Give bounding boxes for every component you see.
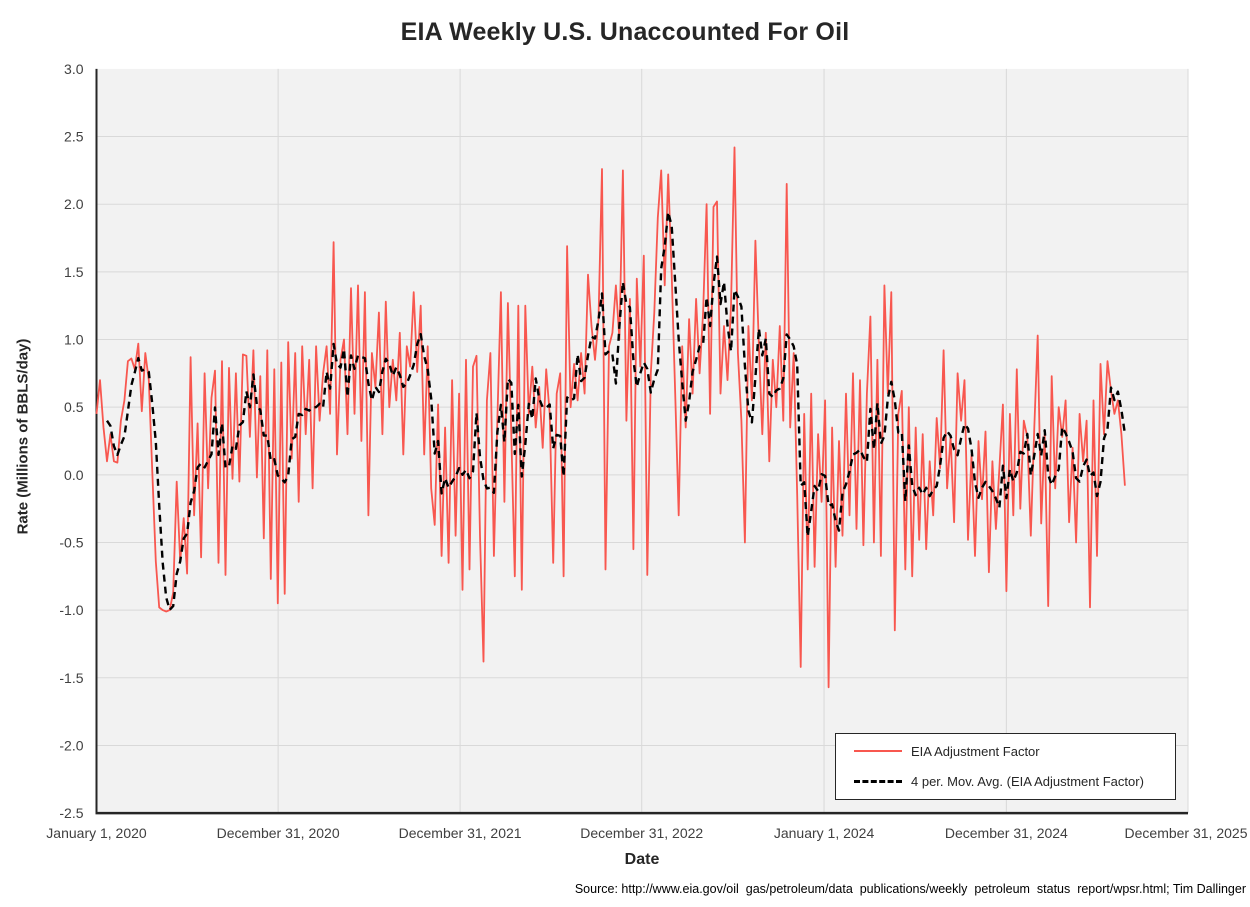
legend-label: EIA Adjustment Factor	[911, 743, 1040, 759]
x-tick-label: January 1, 2020	[46, 825, 147, 841]
y-tick-label: 1.5	[64, 264, 84, 280]
y-tick-label: 0.0	[64, 467, 84, 483]
y-tick-label: -1.0	[59, 602, 83, 618]
legend-label: 4 per. Mov. Avg. (EIA Adjustment Factor)	[911, 774, 1144, 790]
y-tick-label: 1.0	[64, 332, 84, 348]
y-axis-title: Rate (Millions of BBLS/day)	[14, 338, 32, 535]
y-tick-label: -0.5	[59, 534, 83, 550]
y-tick-label: 0.5	[64, 399, 84, 415]
legend-entry-adjustment-factor: EIA Adjustment Factor	[836, 744, 1175, 759]
chart-title: EIA Weekly U.S. Unaccounted For Oil	[400, 18, 850, 46]
source-note: Source: http://www.eia.gov/oil gas/petro…	[574, 882, 1246, 896]
red-line-sample-icon	[854, 750, 902, 753]
legend: EIA Adjustment Factor 4 per. Mov. Avg. (…	[835, 733, 1176, 800]
y-tick-label: -1.5	[59, 670, 83, 686]
y-tick-label: 2.0	[64, 196, 84, 212]
x-tick-label: December 31, 2022	[580, 825, 703, 841]
x-tick-label: January 1, 2024	[774, 825, 875, 841]
y-tick-label: -2.5	[59, 805, 83, 821]
series-4-period-moving-average	[106, 210, 1127, 611]
x-axis-title: Date	[624, 851, 660, 868]
series-eia-adjustment-factor	[95, 146, 1126, 689]
x-tick-label: December 31, 2021	[399, 825, 522, 841]
dashed-line-sample-icon	[854, 780, 902, 784]
plot-background	[96, 68, 1188, 814]
x-tick-label: December 31, 2025	[1125, 825, 1248, 841]
x-tick-label: December 31, 2024	[945, 825, 1068, 841]
y-tick-label: -2.0	[59, 737, 83, 753]
y-tick-label: 2.5	[64, 129, 84, 145]
y-tick-label: 3.0	[64, 61, 84, 77]
x-tick-label: December 31, 2020	[217, 825, 340, 841]
legend-entry-moving-average: 4 per. Mov. Avg. (EIA Adjustment Factor)	[836, 774, 1175, 789]
